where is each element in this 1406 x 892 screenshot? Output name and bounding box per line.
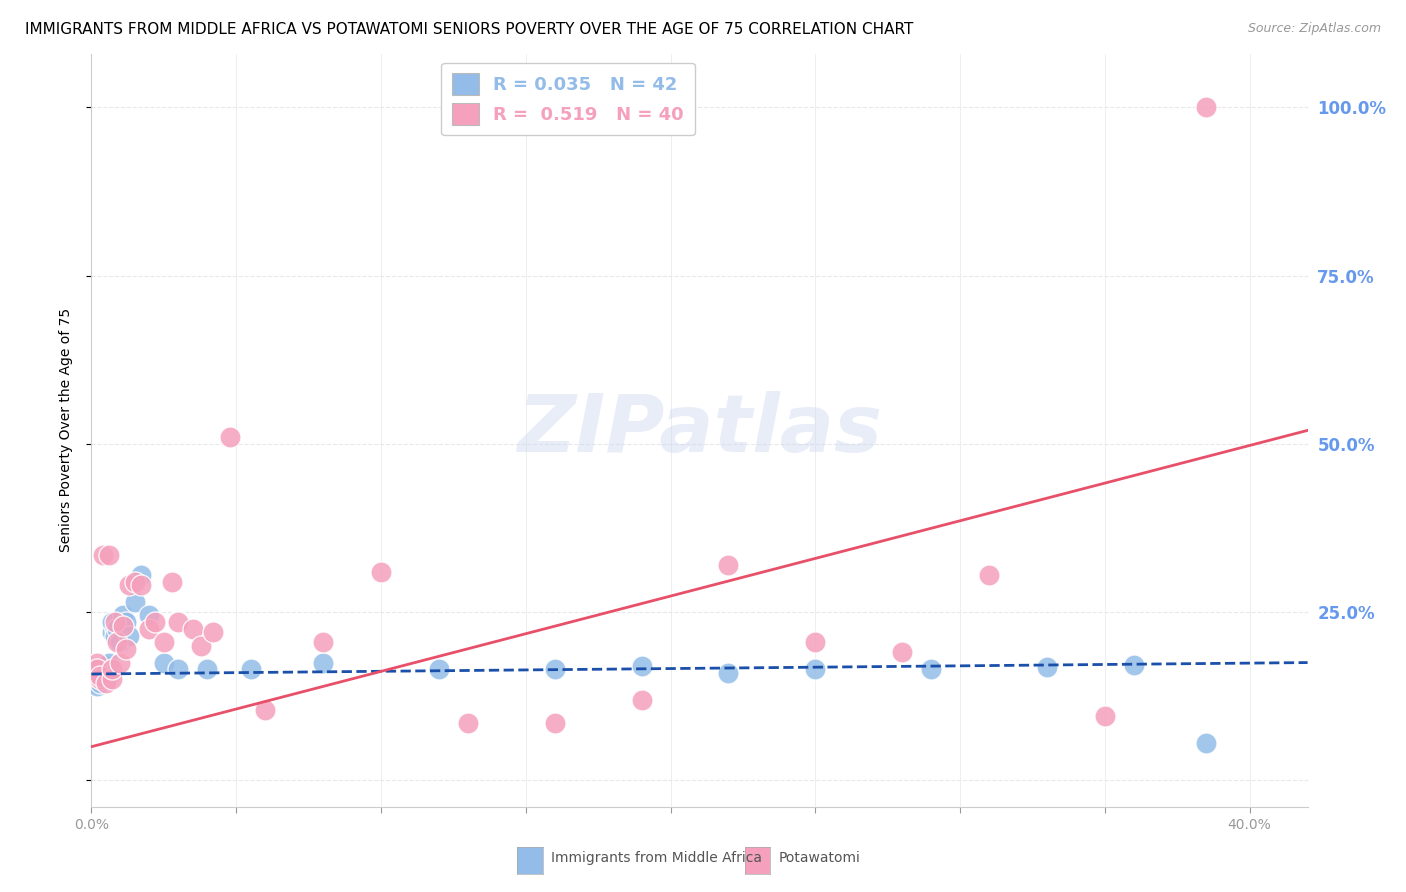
Point — [254, 703, 277, 717]
Point — [370, 565, 392, 579]
Point — [89, 673, 111, 687]
Point — [181, 622, 204, 636]
Point — [544, 662, 567, 676]
Point — [97, 548, 120, 562]
Point — [138, 608, 160, 623]
Point — [89, 669, 111, 683]
Point — [977, 568, 1000, 582]
Point — [219, 430, 242, 444]
Point — [97, 656, 120, 670]
Point — [143, 615, 166, 630]
Point — [97, 669, 120, 683]
Text: Source: ZipAtlas.com: Source: ZipAtlas.com — [1247, 22, 1381, 36]
Point — [110, 656, 132, 670]
Point — [91, 669, 114, 683]
Point — [239, 662, 262, 676]
Point — [86, 669, 108, 683]
Point — [457, 716, 479, 731]
Point — [152, 656, 174, 670]
Point — [162, 574, 184, 589]
Point — [1195, 100, 1218, 114]
Point — [94, 659, 117, 673]
Point — [103, 629, 125, 643]
Point — [804, 662, 827, 676]
Point — [86, 665, 108, 680]
Point — [129, 568, 152, 582]
Point — [920, 662, 942, 676]
Point — [89, 662, 111, 676]
Point — [83, 669, 105, 683]
Point — [115, 615, 138, 630]
Point — [124, 595, 146, 609]
Point — [1195, 736, 1218, 750]
Point — [115, 642, 138, 657]
Point — [83, 662, 105, 676]
Point — [100, 662, 122, 676]
Point — [312, 656, 335, 670]
Point — [94, 675, 117, 690]
Point — [167, 662, 190, 676]
Point — [112, 608, 135, 623]
Point — [312, 635, 335, 649]
Point — [1036, 660, 1059, 674]
Point — [100, 615, 122, 630]
Point — [89, 673, 111, 687]
Point — [804, 635, 827, 649]
Point — [118, 629, 141, 643]
Text: Immigrants from Middle Africa: Immigrants from Middle Africa — [551, 851, 762, 865]
Point — [107, 635, 129, 649]
Point — [112, 618, 135, 632]
Point — [124, 574, 146, 589]
Point — [107, 622, 129, 636]
Point — [89, 675, 111, 690]
Point — [717, 558, 740, 572]
Point — [167, 615, 190, 630]
Text: ZIPatlas: ZIPatlas — [517, 392, 882, 469]
Point — [118, 578, 141, 592]
Y-axis label: Seniors Poverty Over the Age of 75: Seniors Poverty Over the Age of 75 — [59, 309, 73, 552]
Point — [129, 578, 152, 592]
Point — [190, 639, 212, 653]
Point — [91, 548, 114, 562]
Point — [544, 716, 567, 731]
Point — [86, 656, 108, 670]
Legend: R = 0.035   N = 42, R =  0.519   N = 40: R = 0.035 N = 42, R = 0.519 N = 40 — [441, 62, 695, 136]
Point — [1122, 657, 1144, 672]
Point — [110, 635, 132, 649]
Point — [103, 615, 125, 630]
Point — [891, 645, 914, 659]
Point — [91, 665, 114, 680]
Point — [86, 679, 108, 693]
Point — [630, 692, 652, 706]
Point — [100, 673, 122, 687]
Point — [86, 662, 108, 676]
Point — [94, 673, 117, 687]
Point — [202, 625, 225, 640]
Point — [100, 625, 122, 640]
Point — [94, 665, 117, 680]
Point — [91, 662, 114, 676]
Point — [83, 675, 105, 690]
Point — [427, 662, 450, 676]
Point — [83, 669, 105, 683]
Point — [630, 659, 652, 673]
Point — [152, 635, 174, 649]
Point — [1094, 709, 1116, 723]
Point — [195, 662, 218, 676]
Point — [138, 622, 160, 636]
Point — [717, 665, 740, 680]
Text: Potawatomi: Potawatomi — [779, 851, 860, 865]
Text: IMMIGRANTS FROM MIDDLE AFRICA VS POTAWATOMI SENIORS POVERTY OVER THE AGE OF 75 C: IMMIGRANTS FROM MIDDLE AFRICA VS POTAWAT… — [25, 22, 914, 37]
Point — [103, 622, 125, 636]
